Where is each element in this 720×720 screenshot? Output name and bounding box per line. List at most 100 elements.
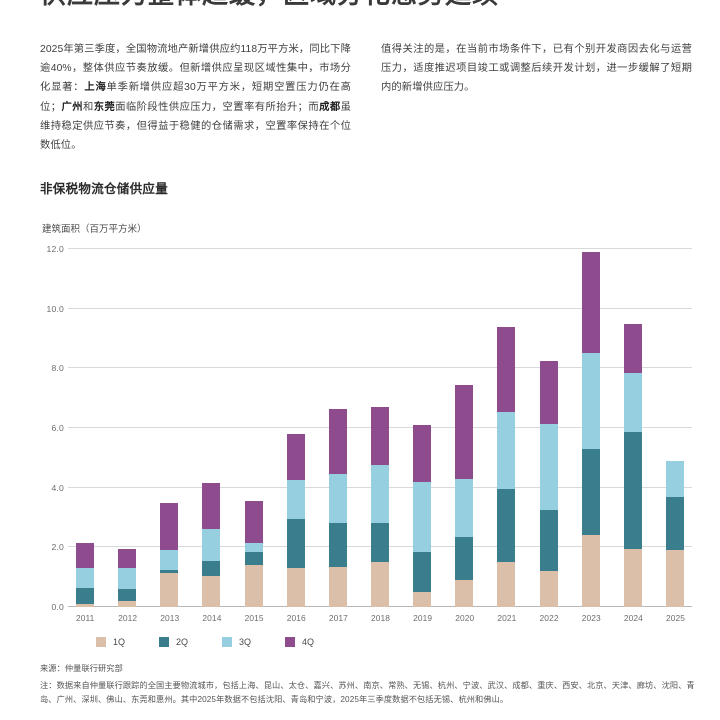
bar-group[interactable] xyxy=(118,548,137,607)
bar-segment-3q[interactable] xyxy=(160,550,179,570)
bar-segment-4q[interactable] xyxy=(623,323,642,373)
note-line: 注：数据来自仲量联行跟踪的全国主要物流城市，包括上海、昆山、太仓、嘉兴、苏州、南… xyxy=(40,681,695,704)
bar-segment-1q[interactable] xyxy=(244,565,263,607)
legend-swatch-icon xyxy=(222,637,233,647)
bar-segment-3q[interactable] xyxy=(665,460,684,497)
bar-segment-1q[interactable] xyxy=(76,604,94,607)
bar-segment-4q[interactable] xyxy=(328,408,347,475)
chart-legend: 1Q 2Q 3Q 4Q xyxy=(96,637,692,647)
bar-segment-4q[interactable] xyxy=(413,425,432,482)
bar-segment-1q[interactable] xyxy=(328,566,347,607)
bar-segment-4q[interactable] xyxy=(76,542,94,569)
highlighted-city: 上海 xyxy=(84,82,107,94)
paragraph-run: 2025年第三季度，全国物流地产新增供应约118万平方米，同比下降逾40%，整体… xyxy=(40,44,351,94)
legend-item-4q[interactable]: 4Q xyxy=(285,637,314,647)
bar-segment-3q[interactable] xyxy=(623,372,642,433)
y-tick-label: 8.0 xyxy=(51,363,64,374)
legend-item-1q[interactable]: 1Q xyxy=(96,637,125,647)
y-tick-label: 4.0 xyxy=(51,482,64,493)
bar-group[interactable] xyxy=(623,323,642,607)
bar-segment-2q[interactable] xyxy=(413,551,432,593)
legend-label: 2Q xyxy=(176,637,189,647)
y-tick-label: 10.0 xyxy=(46,303,64,314)
bar-segment-3q[interactable] xyxy=(455,478,474,537)
bar-segment-4q[interactable] xyxy=(370,407,389,466)
bar-group[interactable] xyxy=(370,407,389,607)
bar-segment-1q[interactable] xyxy=(623,548,642,607)
y-tick-label: 6.0 xyxy=(51,423,64,433)
bar-segment-2q[interactable] xyxy=(118,589,137,602)
x-tick-label: 2021 xyxy=(497,613,517,623)
bar-group[interactable] xyxy=(455,384,474,607)
bar-segment-4q[interactable] xyxy=(244,501,263,543)
bar-segment-3q[interactable] xyxy=(202,529,221,561)
bar-segment-1q[interactable] xyxy=(539,571,558,607)
bar-segment-1q[interactable] xyxy=(286,568,305,607)
bar-segment-2q[interactable] xyxy=(581,448,600,536)
bar-segment-1q[interactable] xyxy=(413,592,432,607)
paragraph-run: 虽维持稳定供应节奏，但得益于稳健的仓储需求，空置率保持在个位数低位。 xyxy=(40,101,352,152)
x-tick-label: 2023 xyxy=(581,613,601,623)
bar-segment-2q[interactable] xyxy=(539,510,558,572)
bar-segment-3q[interactable] xyxy=(581,353,600,449)
bar-segment-4q[interactable] xyxy=(286,433,305,481)
bar-segment-3q[interactable] xyxy=(497,411,516,490)
bar-segment-4q[interactable] xyxy=(455,384,474,479)
bar-segment-4q[interactable] xyxy=(160,502,179,551)
bar-segment-1q[interactable] xyxy=(160,572,179,607)
x-tick-label: 2011 xyxy=(76,613,95,623)
bar-segment-2q[interactable] xyxy=(328,523,347,567)
x-tick-label: 2014 xyxy=(202,613,222,623)
y-tick-label: 0.0 xyxy=(51,602,64,612)
bar-segment-4q[interactable] xyxy=(539,360,558,424)
legend-item-3q[interactable]: 3Q xyxy=(222,637,251,647)
bar-segment-2q[interactable] xyxy=(76,587,94,605)
bar-segment-3q[interactable] xyxy=(76,568,94,588)
bar-segment-2q[interactable] xyxy=(455,536,474,581)
bar-group[interactable] xyxy=(202,483,221,607)
legend-swatch-icon xyxy=(159,637,170,647)
bar-segment-4q[interactable] xyxy=(497,326,516,412)
bar-segment-4q[interactable] xyxy=(202,483,221,530)
legend-item-2q[interactable]: 2Q xyxy=(159,637,188,647)
bar-segment-2q[interactable] xyxy=(370,523,389,563)
highlighted-city: 成都 xyxy=(319,101,341,113)
bar-group[interactable] xyxy=(665,460,684,607)
bar-segment-1q[interactable] xyxy=(581,535,600,607)
bar-group[interactable] xyxy=(76,542,94,607)
bar-segment-2q[interactable] xyxy=(665,496,684,551)
bar-segment-1q[interactable] xyxy=(118,601,137,607)
bar-segment-1q[interactable] xyxy=(665,550,684,607)
bar-segment-2q[interactable] xyxy=(202,560,221,576)
bar-group[interactable] xyxy=(413,425,432,607)
bar-segment-1q[interactable] xyxy=(455,580,474,607)
bar-group[interactable] xyxy=(160,502,179,607)
page-headline: 供应压力整体趋缓，区域分化态势延续 xyxy=(40,0,499,11)
bar-segment-4q[interactable] xyxy=(118,548,137,569)
bar-group[interactable] xyxy=(497,326,516,607)
bar-segment-4q[interactable] xyxy=(581,252,600,354)
bar-segment-2q[interactable] xyxy=(160,569,179,573)
bar-group[interactable] xyxy=(244,501,263,607)
bar-segment-2q[interactable] xyxy=(286,519,305,569)
bar-group[interactable] xyxy=(581,252,600,607)
bar-segment-1q[interactable] xyxy=(370,562,389,607)
gridline xyxy=(68,367,692,369)
gridline xyxy=(68,307,692,309)
bar-segment-1q[interactable] xyxy=(202,575,221,607)
bar-segment-3q[interactable] xyxy=(370,465,389,524)
source-line: 来源：仲量联行研究部 xyxy=(40,664,123,673)
bar-segment-3q[interactable] xyxy=(286,480,305,519)
bar-segment-2q[interactable] xyxy=(497,489,516,563)
bar-group[interactable] xyxy=(286,433,305,607)
bar-segment-3q[interactable] xyxy=(539,423,558,511)
bar-segment-3q[interactable] xyxy=(244,542,263,552)
bar-segment-3q[interactable] xyxy=(118,568,137,590)
bar-segment-2q[interactable] xyxy=(244,551,263,566)
bar-segment-2q[interactable] xyxy=(623,432,642,549)
bar-segment-3q[interactable] xyxy=(328,474,347,524)
bar-segment-1q[interactable] xyxy=(497,562,516,607)
bar-segment-3q[interactable] xyxy=(413,481,432,552)
bar-group[interactable] xyxy=(328,408,347,607)
bar-group[interactable] xyxy=(539,360,558,607)
